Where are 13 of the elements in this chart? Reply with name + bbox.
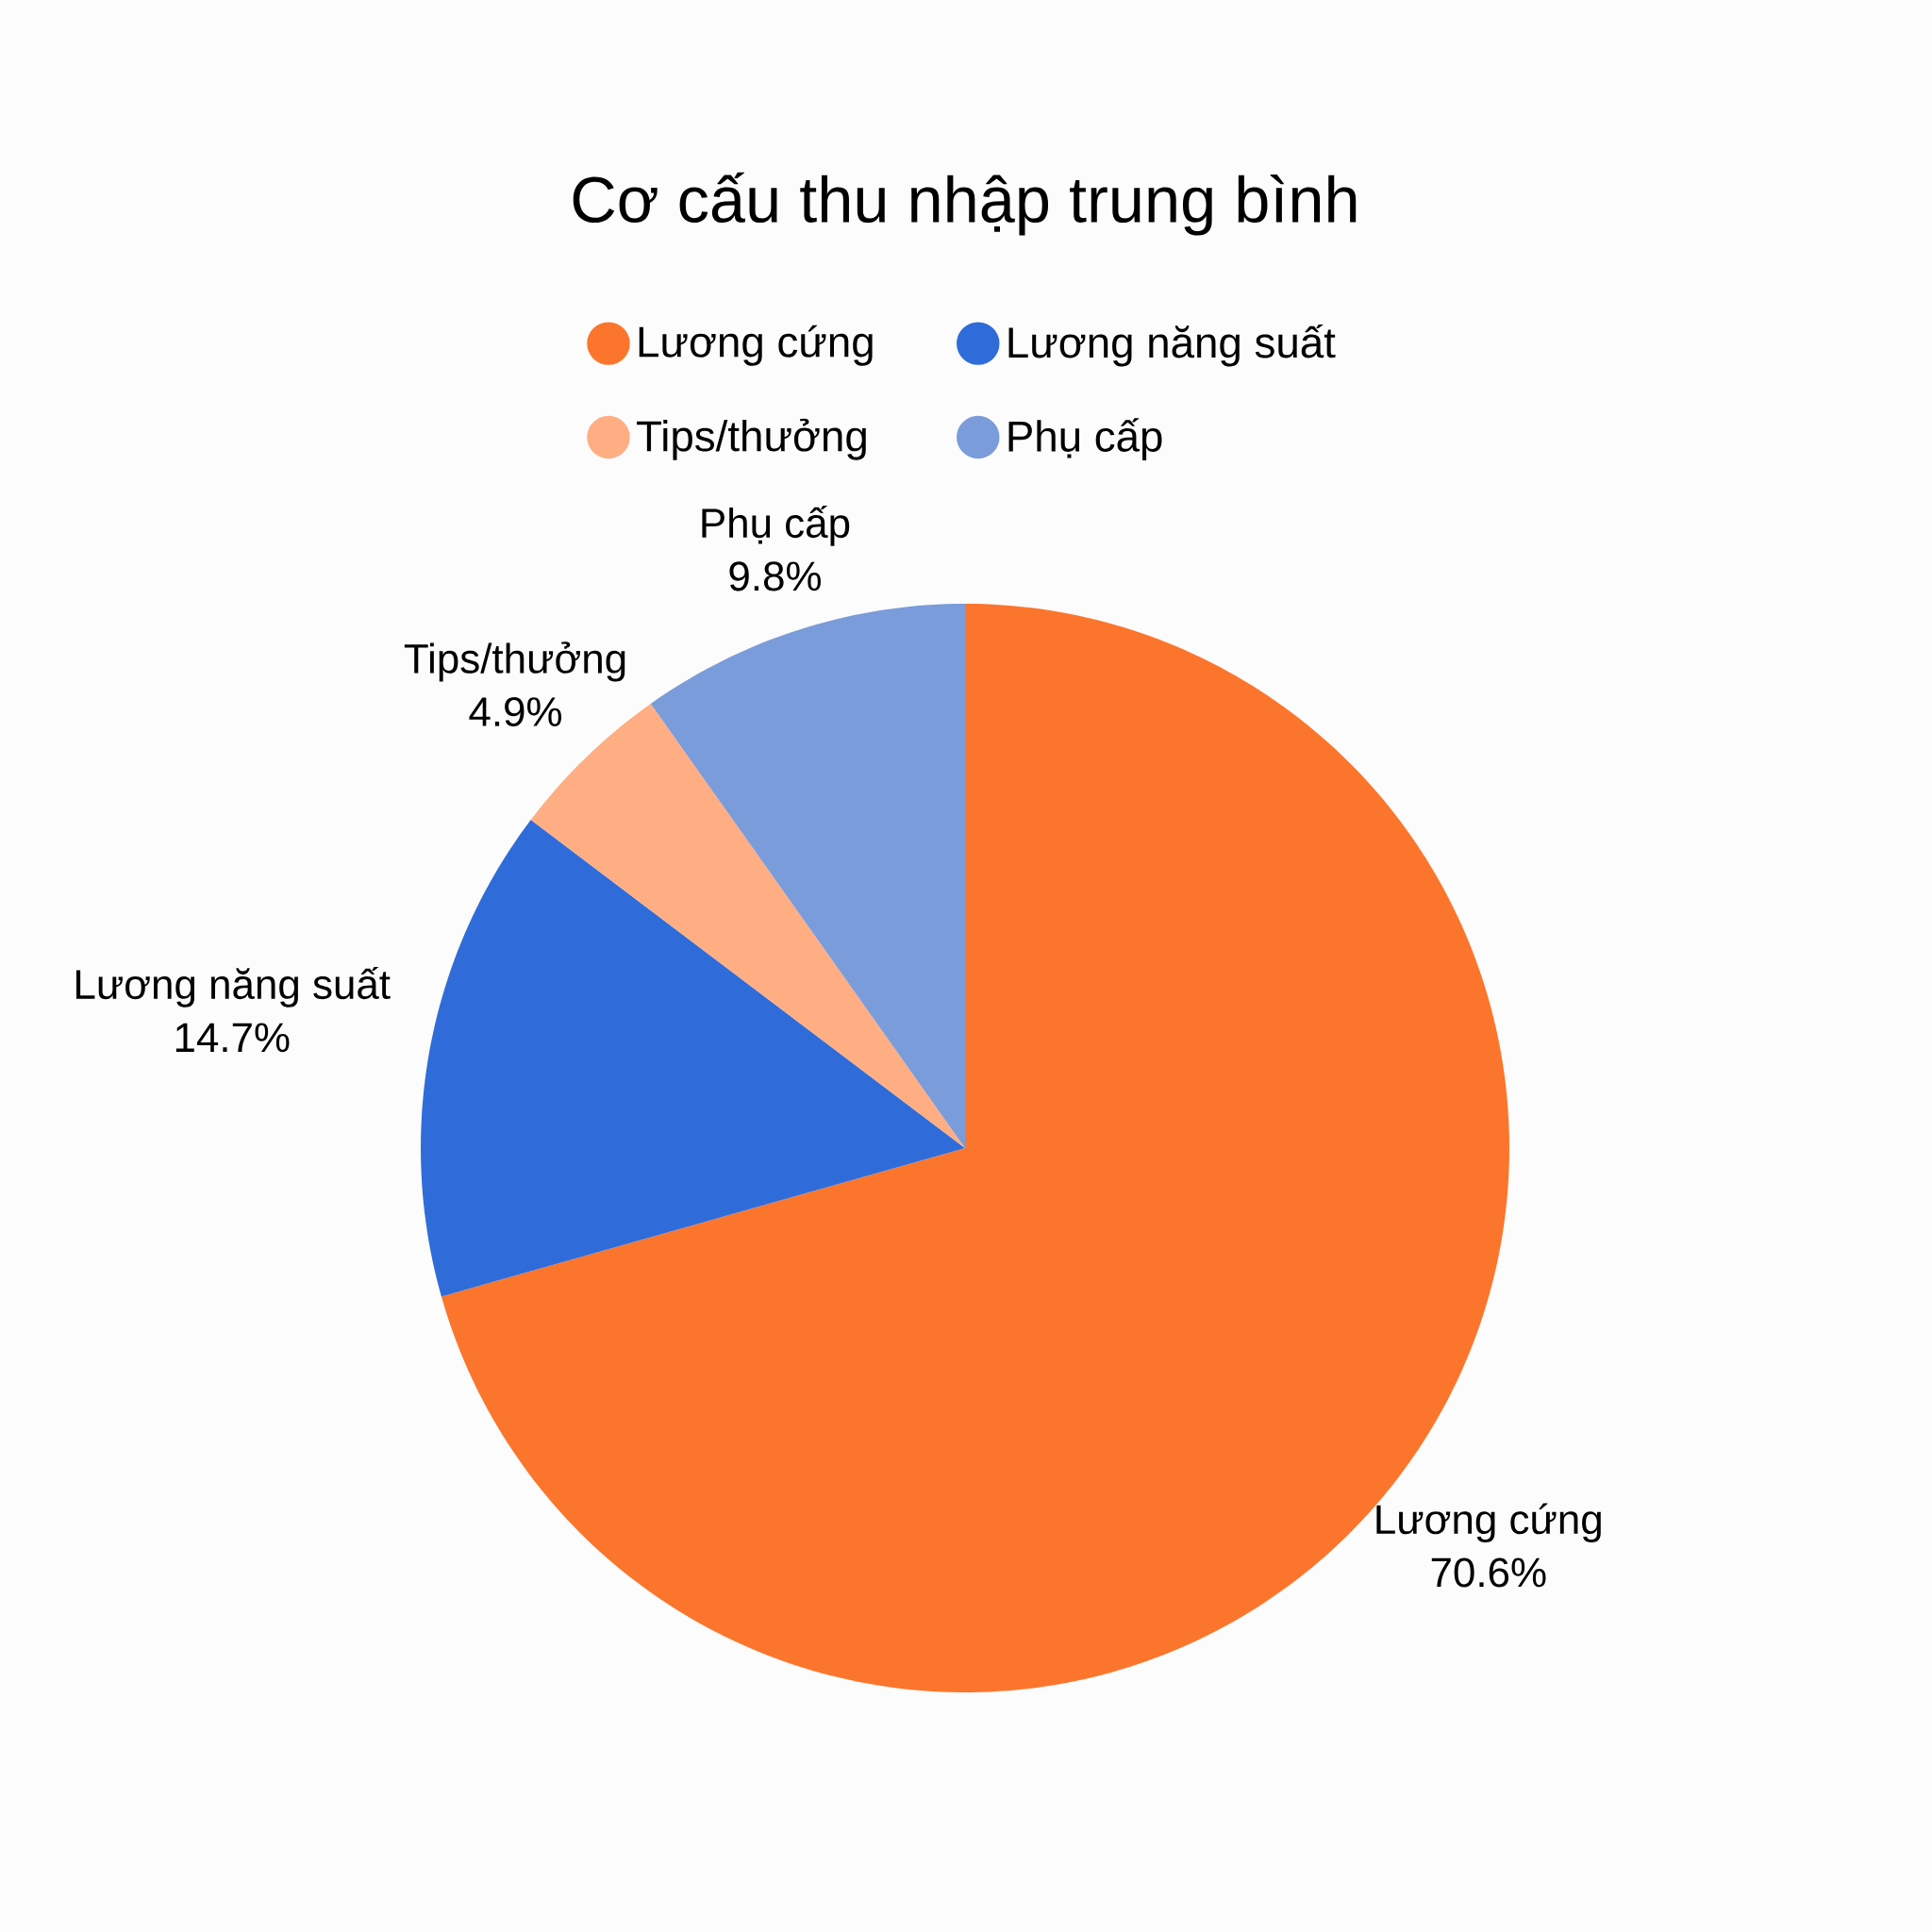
data-label: 14.7%: [175, 1023, 290, 1053]
legend-label: Phụ cấp: [1008, 418, 1162, 460]
slice-label: Lương cứng: [1376, 1503, 1601, 1542]
data-label: 4.9%: [469, 696, 561, 727]
data-label: 70.6%: [1431, 1557, 1546, 1588]
legend-label: Lương năng suất: [1008, 324, 1336, 367]
slice-label: Tips/thưởng: [404, 641, 625, 682]
legend-label: Lương cứng: [639, 325, 873, 366]
legend-label: Tips/thưởng: [637, 418, 866, 460]
slice-label: Phụ cấp: [702, 505, 850, 546]
chart-title: Cơ cấu thu nhập trung bình: [573, 172, 1357, 236]
data-label: 9.8%: [729, 561, 821, 591]
slice-label: Lương năng suất: [76, 966, 391, 1008]
